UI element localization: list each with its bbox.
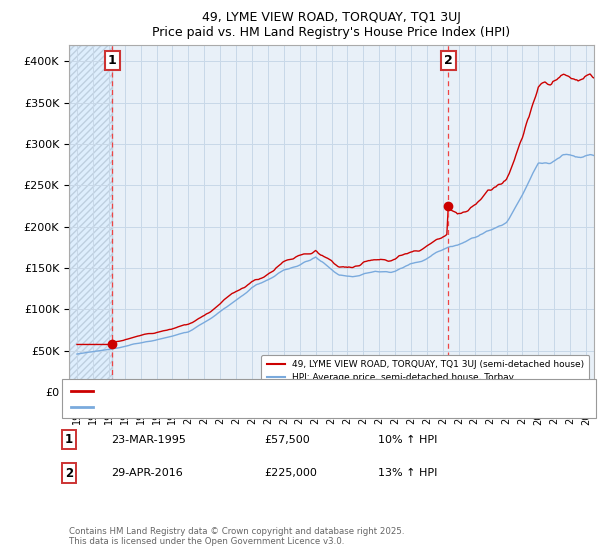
Text: 13% ↑ HPI: 13% ↑ HPI [378,468,437,478]
Text: 1: 1 [65,433,73,446]
Legend: 49, LYME VIEW ROAD, TORQUAY, TQ1 3UJ (semi-detached house), HPI: Average price, : 49, LYME VIEW ROAD, TORQUAY, TQ1 3UJ (se… [261,355,589,388]
Text: HPI: Average price, semi-detached house, Torbay: HPI: Average price, semi-detached house,… [96,402,336,412]
Text: 49, LYME VIEW ROAD, TORQUAY, TQ1 3UJ (semi-detached house): 49, LYME VIEW ROAD, TORQUAY, TQ1 3UJ (se… [96,386,413,396]
Text: 1: 1 [108,54,116,67]
Text: 23-MAR-1995: 23-MAR-1995 [111,435,186,445]
Text: Contains HM Land Registry data © Crown copyright and database right 2025.
This d: Contains HM Land Registry data © Crown c… [69,526,404,546]
Text: 2: 2 [65,466,73,480]
Text: 10% ↑ HPI: 10% ↑ HPI [378,435,437,445]
Bar [69,45,112,392]
Text: £57,500: £57,500 [264,435,310,445]
Text: £225,000: £225,000 [264,468,317,478]
Text: 2: 2 [444,54,452,67]
Title: 49, LYME VIEW ROAD, TORQUAY, TQ1 3UJ
Price paid vs. HM Land Registry's House Pri: 49, LYME VIEW ROAD, TORQUAY, TQ1 3UJ Pri… [152,11,511,39]
Text: 29-APR-2016: 29-APR-2016 [111,468,183,478]
Bar [69,45,112,392]
